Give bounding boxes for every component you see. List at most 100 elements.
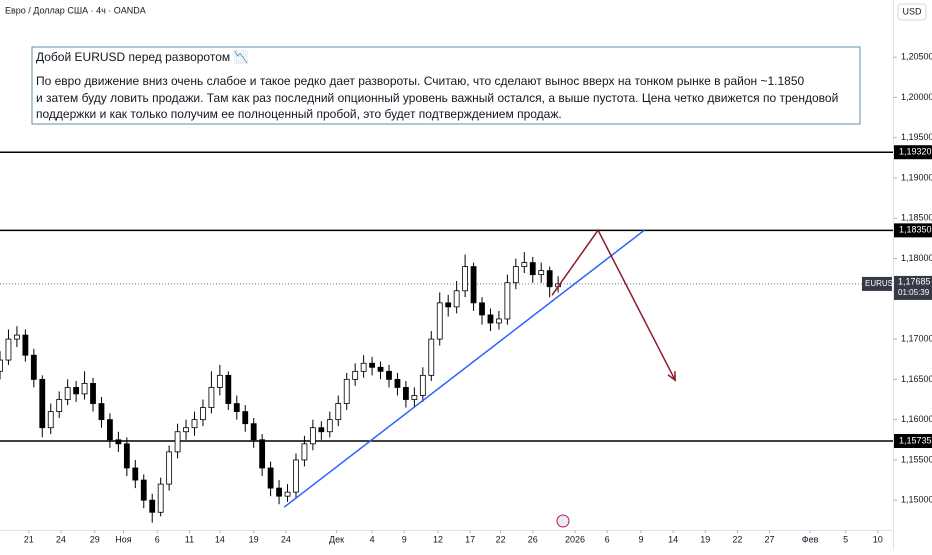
candle-body <box>47 411 54 429</box>
y-tick-label: 1,15500 <box>901 454 932 464</box>
candle-body <box>538 270 545 276</box>
candle-body <box>403 387 409 400</box>
trendline <box>283 229 645 508</box>
candle-body <box>521 262 528 268</box>
x-tick-label: 14 <box>668 534 678 544</box>
annotation-title: Добой EURUSD перед разворотом 📉 <box>36 50 248 64</box>
candle-body <box>284 491 291 497</box>
x-tick-label: 5 <box>843 534 848 544</box>
candle-body <box>149 499 156 513</box>
candle-body <box>259 439 266 469</box>
candle-body <box>369 362 375 368</box>
plot <box>0 151 893 523</box>
annotation-line: По евро движение вниз очень слабое и так… <box>36 74 805 88</box>
candle-body <box>470 266 477 304</box>
x-tick-label: 9 <box>402 534 407 544</box>
candle-body <box>64 387 71 400</box>
candle-body <box>309 427 316 445</box>
y-tick-label: 1,15000 <box>901 495 932 505</box>
candle-body <box>546 270 553 288</box>
candle-body <box>107 419 113 441</box>
candle-body <box>250 423 257 441</box>
candle-body <box>166 451 173 485</box>
y-tick-label: 1,16000 <box>901 414 932 424</box>
y-tick-label: 1,18500 <box>901 213 932 223</box>
currency-button[interactable] <box>897 3 927 21</box>
candle-body <box>436 302 443 340</box>
candle-body <box>496 318 502 324</box>
candle-body <box>73 387 80 395</box>
candle-body <box>377 366 384 372</box>
candle-body <box>123 443 130 469</box>
annotation-line: поддержки и как только получим ее полноц… <box>36 107 562 121</box>
candle-body <box>479 302 485 316</box>
candle-body <box>191 419 198 429</box>
level-label: 1,18350 <box>899 225 932 235</box>
level-label-bg <box>894 145 932 160</box>
x-tick-label: 12 <box>433 534 443 544</box>
candle-body <box>276 487 282 497</box>
candle-body <box>293 459 299 493</box>
candle-body <box>157 483 164 513</box>
candle-body <box>394 378 401 388</box>
candle-body <box>132 467 139 481</box>
candle-body <box>411 395 418 400</box>
x-tick-label: 21 <box>24 534 34 544</box>
x-tick-label: 11 <box>185 534 194 544</box>
candle-body <box>504 282 511 320</box>
x-tick-label: 4 <box>370 534 375 544</box>
candle-body <box>39 378 46 429</box>
candle-body <box>140 479 147 501</box>
candle-body <box>5 338 12 361</box>
x-tick-label: Ноя <box>115 534 132 544</box>
x-tick-label: 10 <box>873 534 883 544</box>
x-tick-label: Дек <box>329 534 344 544</box>
y-tick-label: 1,20500 <box>901 52 932 62</box>
candle-body <box>352 370 359 380</box>
x-tick-label: 17 <box>465 534 475 544</box>
candle-body <box>0 359 3 372</box>
candle-body <box>98 403 105 421</box>
x-tick-label: 2026 <box>565 534 585 544</box>
symbol-title: Евро / Доллар США · 4ч · OANDA <box>5 5 146 15</box>
x-tick-label: 24 <box>56 534 66 544</box>
x-tick-label: 19 <box>700 534 710 544</box>
candle-body <box>462 266 469 292</box>
y-tick-label: 1,16500 <box>901 374 932 384</box>
x-tick-label: Фев <box>802 534 819 544</box>
current-name-bg <box>862 276 892 291</box>
candle-body <box>453 290 460 308</box>
x-tick-label: 6 <box>605 534 610 544</box>
candle-body <box>386 370 392 380</box>
candle-body <box>512 266 519 284</box>
event-icon[interactable] <box>556 514 570 528</box>
candle-body <box>529 262 536 276</box>
candle-body <box>81 383 88 395</box>
forecast-arrow <box>551 228 676 381</box>
current-price: 1,17685 <box>898 276 931 286</box>
x-tick-label: 26 <box>528 534 538 544</box>
current-name: EURUSD <box>865 279 899 288</box>
candle-body <box>225 374 232 404</box>
candle-body <box>233 403 240 412</box>
current-price-bg <box>894 275 932 300</box>
candle-body <box>30 354 37 380</box>
arrow-head <box>667 371 676 382</box>
level-label: 1,19320 <box>899 147 932 157</box>
y-tick-label: 1,17000 <box>901 333 932 343</box>
candle-body <box>301 443 308 461</box>
candle-body <box>343 378 350 404</box>
candle-body <box>115 439 122 445</box>
x-tick-label: 29 <box>90 534 100 544</box>
annotation-line: и затем буду ловить продажи. Там как раз… <box>36 91 838 105</box>
candle-body <box>445 302 452 308</box>
candle-body <box>419 374 426 396</box>
candle-body <box>183 427 189 433</box>
currency[interactable]: USD <box>902 6 922 16</box>
x-tick-label: 6 <box>155 534 160 544</box>
x-tick-label: 19 <box>249 534 259 544</box>
y-tick-label: 1,19000 <box>901 172 932 182</box>
candle-body <box>428 338 435 376</box>
x-tick-label: 9 <box>638 534 643 544</box>
